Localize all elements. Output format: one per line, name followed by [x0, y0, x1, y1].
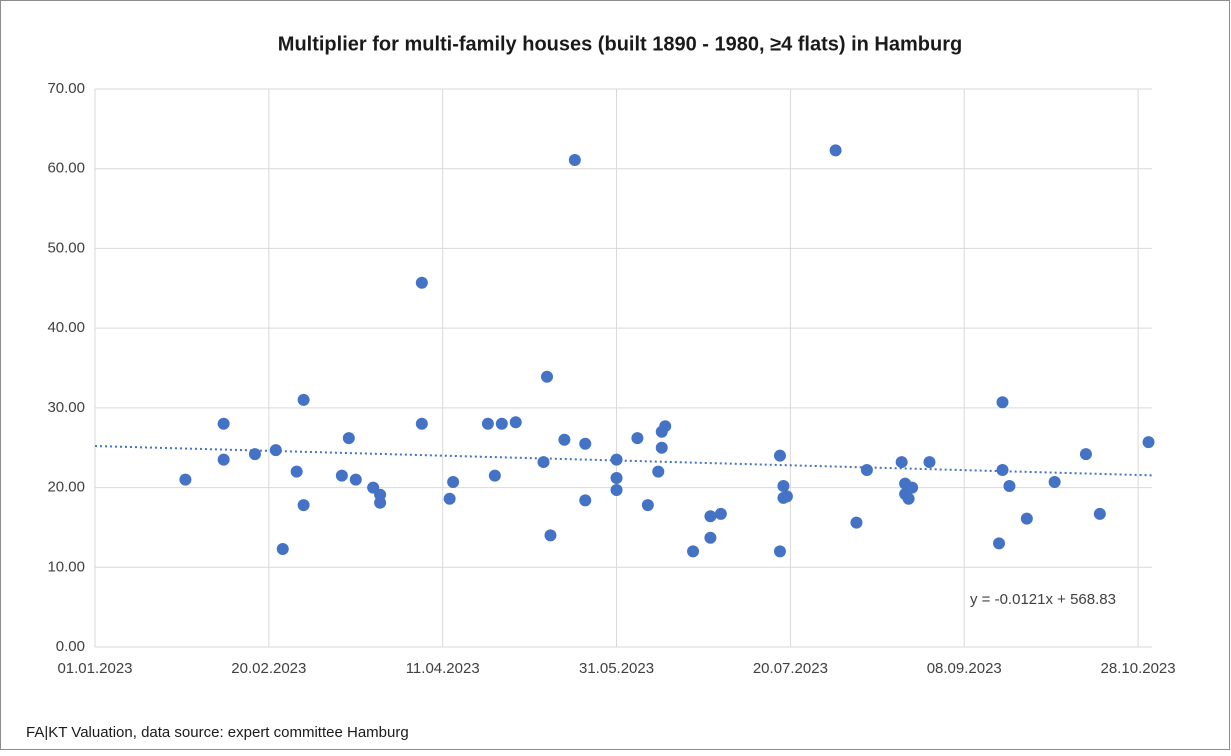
x-tick-label: 31.05.2023 — [579, 660, 654, 677]
y-tick-label: 30.00 — [47, 399, 85, 416]
point — [217, 417, 230, 430]
point — [443, 492, 456, 505]
point — [773, 449, 786, 462]
y-tick-label: 10.00 — [47, 558, 85, 575]
point — [704, 510, 717, 523]
point — [1048, 475, 1061, 488]
x-tick-label: 11.04.2023 — [406, 660, 480, 677]
point — [996, 396, 1009, 409]
point — [659, 420, 672, 433]
point — [610, 453, 623, 466]
point — [1142, 436, 1155, 449]
point — [655, 441, 668, 454]
point — [481, 417, 494, 430]
point — [923, 456, 936, 469]
point — [1003, 479, 1016, 492]
point — [652, 465, 665, 478]
y-tick-label: 70.00 — [47, 80, 85, 97]
point — [342, 432, 355, 445]
x-tick-label: 20.02.2023 — [231, 660, 306, 677]
point — [248, 448, 261, 461]
y-tick-label: 50.00 — [47, 239, 85, 256]
point — [996, 464, 1009, 477]
point — [415, 417, 428, 430]
point — [509, 416, 522, 429]
point — [544, 529, 557, 542]
point — [579, 437, 592, 450]
point — [269, 444, 282, 457]
point — [495, 417, 508, 430]
point — [902, 492, 915, 505]
point — [568, 153, 581, 166]
point — [374, 496, 387, 509]
point — [276, 542, 289, 555]
point — [610, 472, 623, 485]
x-tick-label: 01.01.2023 — [57, 660, 132, 677]
point — [217, 453, 230, 466]
y-tick-label: 60.00 — [47, 160, 85, 177]
point — [447, 475, 460, 488]
point — [349, 473, 362, 486]
point — [297, 393, 310, 406]
point — [610, 483, 623, 496]
point — [850, 516, 863, 529]
point — [829, 144, 842, 157]
point — [687, 545, 700, 558]
point — [558, 433, 571, 446]
point — [780, 490, 793, 503]
y-tick-label: 0.00 — [56, 638, 85, 655]
source-note: FA|KT Valuation, data source: expert com… — [26, 724, 409, 741]
point — [714, 507, 727, 520]
point — [541, 370, 554, 383]
y-tick-label: 40.00 — [47, 319, 85, 336]
point — [335, 469, 348, 482]
x-tick-label: 28.10.2023 — [1101, 660, 1176, 677]
y-tick-label: 20.00 — [47, 479, 85, 496]
point — [895, 456, 908, 469]
point — [993, 537, 1006, 550]
x-tick-label: 08.09.2023 — [927, 660, 1002, 677]
trendline-equation: y = -0.0121x + 568.83 — [970, 591, 1116, 608]
point — [415, 276, 428, 289]
x-tick-label: 20.07.2023 — [753, 660, 828, 677]
point — [579, 494, 592, 507]
chart-title: Multiplier for multi-family houses (buil… — [278, 33, 962, 55]
point — [704, 531, 717, 544]
point — [537, 456, 550, 469]
point — [1093, 507, 1106, 520]
point — [860, 464, 873, 477]
point — [906, 481, 919, 494]
point — [631, 432, 644, 445]
point — [488, 469, 501, 482]
point — [641, 499, 654, 512]
point — [179, 473, 192, 486]
point — [773, 545, 786, 558]
point — [1020, 512, 1033, 525]
point — [297, 499, 310, 512]
point — [290, 465, 303, 478]
point — [777, 479, 790, 492]
point — [1079, 448, 1092, 461]
